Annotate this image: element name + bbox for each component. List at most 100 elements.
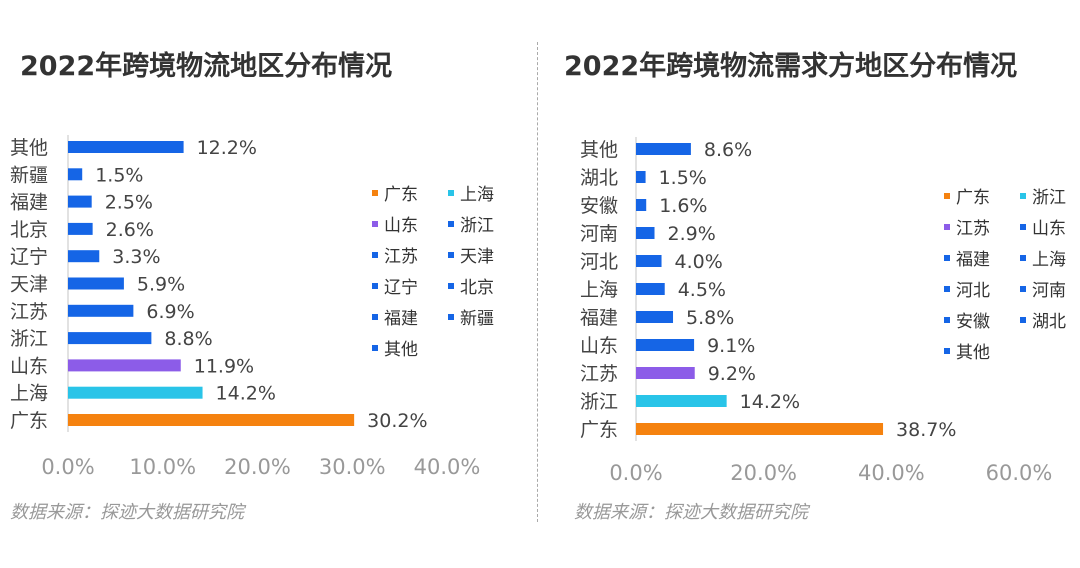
right-legend-label: 山东: [1032, 219, 1066, 239]
right-value-label: 9.1%: [707, 335, 755, 357]
right-legend-item: 安徽: [944, 307, 990, 332]
right-value-label: 1.5%: [659, 167, 707, 189]
left-legend-label: 福建: [384, 309, 418, 329]
right-legend-swatch: [944, 347, 950, 354]
right-legend-label: 河北: [956, 281, 990, 301]
right-legend-item: 河南: [1020, 276, 1066, 301]
right-legend-swatch: [1020, 316, 1026, 323]
right-legend-label: 湖北: [1032, 312, 1066, 332]
right-legend-label: 福建: [956, 250, 990, 270]
right-legend-swatch: [944, 192, 950, 199]
right-category-label: 湖北: [580, 167, 618, 189]
left-legend-item: 辽宁: [372, 273, 418, 298]
right-category-label: 山东: [580, 335, 618, 357]
left-value-label: 2.6%: [106, 219, 154, 241]
left-x-tick-label: 10.0%: [129, 455, 196, 479]
right-category-label: 浙江: [580, 391, 618, 413]
right-category-label: 福建: [580, 307, 618, 329]
left-bar: [68, 222, 93, 235]
right-x-tick-label: 60.0%: [986, 461, 1053, 485]
right-bar: [636, 255, 662, 267]
left-legend-swatch: [448, 189, 454, 196]
right-category-label: 江苏: [580, 363, 618, 385]
right-value-label: 38.7%: [896, 419, 956, 441]
left-x-tick-label: 0.0%: [41, 455, 94, 479]
left-category-label: 其他: [10, 137, 48, 159]
right-legend-label: 安徽: [956, 312, 990, 332]
left-bar: [68, 304, 134, 317]
right-value-label: 5.8%: [686, 307, 734, 329]
left-legend-swatch: [372, 282, 378, 289]
left-legend-swatch: [448, 220, 454, 227]
left-value-label: 2.5%: [105, 192, 153, 214]
left-category-label: 辽宁: [10, 246, 48, 268]
right-category-label: 河北: [580, 251, 618, 273]
right-category-label: 广东: [580, 419, 618, 441]
panel-divider: [537, 42, 538, 522]
left-value-label: 30.2%: [367, 410, 427, 432]
left-legend-label: 广东: [384, 185, 418, 205]
left-chart-source: 数据来源：探迹大数据研究院: [10, 502, 244, 523]
left-category-label: 北京: [10, 219, 48, 241]
left-bar-chart: 其他 12.2% 新疆 1.5% 福建 2.5% 北京 2.6% 辽宁 3.3% 天津 5.9% 江苏 6…: [10, 135, 481, 479]
right-chart-title: 2022年跨境物流需求方地区分布情况: [564, 51, 1018, 82]
right-legend-item: 浙江: [1020, 183, 1066, 208]
left-legend-item: 山东: [372, 211, 418, 236]
left-legend-swatch: [448, 313, 454, 320]
left-legend-label: 山东: [384, 216, 418, 236]
left-legend-swatch: [372, 220, 378, 227]
left-value-label: 5.9%: [137, 274, 185, 296]
right-legend-label: 河南: [1032, 281, 1066, 301]
right-value-label: 2.9%: [668, 223, 716, 245]
left-legend-item: 北京: [448, 273, 494, 298]
left-bar: [68, 250, 100, 263]
right-legend-label: 上海: [1032, 250, 1066, 270]
left-bar: [68, 359, 181, 372]
right-legend-swatch: [1020, 254, 1026, 261]
right-legend-swatch: [944, 254, 950, 261]
right-legend-item: 上海: [1020, 245, 1066, 270]
left-x-tick-label: 20.0%: [224, 455, 291, 479]
left-bar: [68, 141, 184, 153]
left-bar: [68, 277, 124, 290]
right-value-label: 14.2%: [740, 391, 800, 413]
left-x-tick-label: 40.0%: [414, 455, 481, 479]
right-chart-panel: 2022年跨境物流需求方地区分布情况 其他 8.6% 湖北 1.5% 安徽 1.6% 河南 2…: [540, 0, 1080, 568]
left-chart-title: 2022年跨境物流地区分布情况: [20, 51, 393, 82]
left-legend-item: 天津: [448, 242, 494, 267]
left-value-label: 6.9%: [146, 301, 194, 323]
left-value-label: 8.8%: [164, 328, 212, 350]
left-bar: [68, 414, 355, 426]
left-category-label: 山东: [10, 355, 48, 377]
right-legend-swatch: [1020, 192, 1026, 199]
right-legend-item: 江苏: [944, 214, 990, 239]
left-bar: [68, 168, 83, 181]
left-legend-item: 上海: [448, 180, 494, 205]
right-legend-item: 湖北: [1020, 307, 1066, 332]
left-legend-label: 新疆: [460, 309, 494, 329]
right-legend-item: 广东: [944, 183, 990, 208]
right-bar-chart: 其他 8.6% 湖北 1.5% 安徽 1.6% 河南 2.9% 河北 4.0% 上海 4.5% 福建 5.…: [580, 137, 1053, 485]
left-legend-label: 辽宁: [384, 278, 418, 298]
left-value-label: 1.5%: [95, 164, 143, 186]
right-chart-source: 数据来源：探迹大数据研究院: [574, 502, 808, 523]
left-chart-panel: 2022年跨境物流地区分布情况 其他 12.2% 新疆 1.5% 福建 2.5% 北京 2.6…: [0, 0, 535, 568]
left-legend-swatch: [372, 313, 378, 320]
right-value-label: 4.5%: [678, 279, 726, 301]
left-legend-label: 上海: [460, 185, 494, 205]
left-legend-label: 浙江: [460, 216, 494, 236]
right-legend-label: 江苏: [956, 219, 990, 239]
left-legend-swatch: [372, 251, 378, 258]
right-value-label: 8.6%: [704, 139, 752, 161]
right-bar: [636, 395, 727, 407]
right-bar: [636, 283, 665, 295]
left-legend-label: 天津: [460, 247, 494, 267]
right-bar: [636, 339, 695, 351]
right-legend-swatch: [944, 316, 950, 323]
left-legend-item: 新疆: [448, 304, 494, 329]
right-x-tick-label: 0.0%: [609, 461, 662, 485]
left-legend-item: 其他: [372, 335, 418, 360]
left-value-label: 14.2%: [216, 383, 276, 405]
left-category-label: 新疆: [10, 164, 48, 186]
right-legend-swatch: [944, 285, 950, 292]
